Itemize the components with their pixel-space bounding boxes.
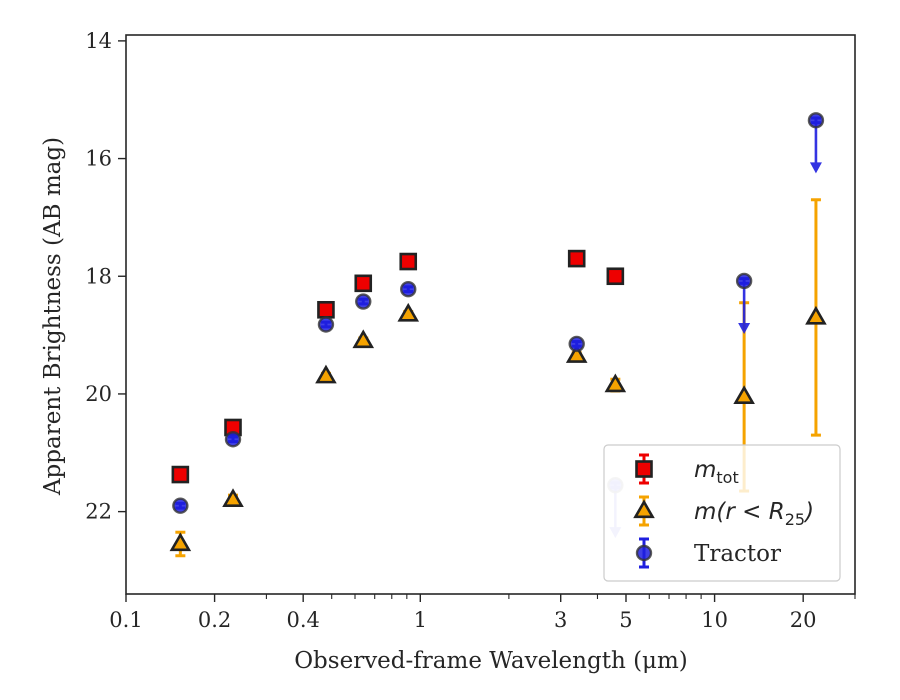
data-point-m_r25 <box>397 302 420 322</box>
y-tick-label: 14 <box>85 29 112 53</box>
series-m_r25 <box>169 198 827 558</box>
marker-triangle <box>352 329 375 349</box>
marker-circle <box>317 316 335 333</box>
marker-circle <box>400 280 417 298</box>
marker-triangle <box>604 373 627 393</box>
y-tick-label: 20 <box>85 382 112 406</box>
axes-layer: 0.1 0.2 0.4 1 3 5 10 20 14 16 18 20 22 <box>85 29 856 632</box>
data-point-m_r25 <box>315 364 337 384</box>
data-point-tractor <box>400 280 417 298</box>
marker-triangle <box>315 364 337 384</box>
upper-limit-arrow-head <box>738 322 751 334</box>
marker-square <box>567 249 586 268</box>
data-point-m_r25 <box>805 198 827 437</box>
marker-square <box>399 252 418 271</box>
marker-circle <box>568 335 585 353</box>
data-point-m_tot <box>567 249 586 268</box>
x-tick-label: 0.4 <box>286 608 319 632</box>
legend-entry-m_r25: m(r < R25) <box>633 495 814 529</box>
marker-circle <box>172 497 189 514</box>
marker-triangle <box>733 385 755 405</box>
legend-box <box>603 444 841 582</box>
marker-square <box>171 465 190 484</box>
data-point-m_r25 <box>604 373 627 393</box>
x-tick-label: 3 <box>554 608 567 632</box>
x-tick-label: 1 <box>414 608 427 632</box>
marker-square <box>317 300 335 319</box>
data-point-tractor <box>172 497 189 514</box>
y-tick-label: 18 <box>85 264 112 288</box>
legend-entry-tractor: Tractor <box>635 537 781 569</box>
data-point-tractor <box>735 272 753 334</box>
marker-circle <box>735 272 753 290</box>
data-point-m_r25 <box>352 329 375 349</box>
data-point-tractor <box>568 335 585 353</box>
data-point-m_tot <box>317 300 335 319</box>
marker-triangle <box>805 305 827 325</box>
marker-square <box>354 274 373 293</box>
marker-triangle <box>169 532 192 552</box>
data-point-tractor <box>224 431 242 448</box>
series-m_tot <box>171 249 625 484</box>
data-point-m_tot <box>606 267 625 286</box>
upper-limit-arrow-head <box>809 162 822 174</box>
legend-marker-circle <box>635 544 653 562</box>
data-point-m_r25 <box>222 488 244 508</box>
data-point-m_r25 <box>169 530 192 558</box>
plot-data-layer <box>169 112 827 558</box>
legend-label-tractor: Tractor <box>694 541 781 567</box>
marker-circle <box>355 293 372 310</box>
x-tick-label: 0.2 <box>198 608 231 632</box>
x-tick-label: 20 <box>790 608 817 632</box>
data-point-m_tot <box>171 465 190 484</box>
legend-label-m_tot: mtot <box>694 457 739 487</box>
axes-frame <box>125 34 856 595</box>
marker-circle <box>807 112 825 129</box>
marker-triangle <box>397 302 420 322</box>
data-point-tractor <box>355 293 372 310</box>
data-point-tractor <box>807 112 825 174</box>
marker-circle <box>224 431 242 448</box>
y-axis-label: Apparent Brightness (AB mag) <box>40 137 66 496</box>
legend: mtot m(r < R25) Tractor <box>603 444 841 582</box>
data-point-m_tot <box>354 274 373 293</box>
data-point-m_tot <box>399 252 418 271</box>
marker-triangle <box>222 488 244 508</box>
legend-marker-square <box>635 460 653 478</box>
x-tick-label: 10 <box>701 608 728 632</box>
marker-triangle <box>565 344 588 363</box>
marker-square <box>606 267 625 286</box>
x-tick-label: 0.1 <box>109 608 142 632</box>
legend-marker-triangle <box>633 499 655 519</box>
legend-label-m_r25: m(r < R25) <box>694 499 814 529</box>
x-axis-label: Observed-frame Wavelength (μm) <box>294 648 688 674</box>
legend-entry-m_tot: mtot <box>635 453 739 487</box>
data-point-tractor <box>317 316 335 333</box>
x-tick-label: 5 <box>619 608 632 632</box>
y-tick-label: 16 <box>85 147 112 171</box>
y-tick-label: 22 <box>85 500 112 524</box>
data-point-m_r25 <box>565 344 588 363</box>
